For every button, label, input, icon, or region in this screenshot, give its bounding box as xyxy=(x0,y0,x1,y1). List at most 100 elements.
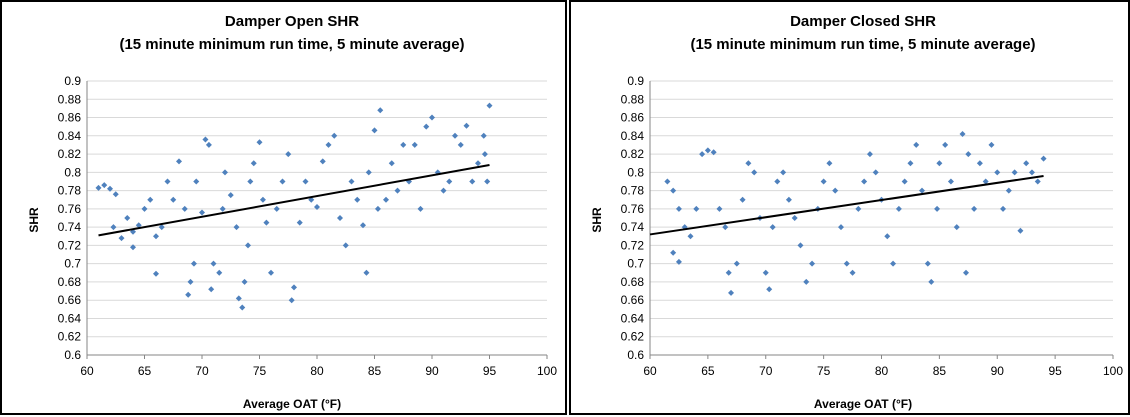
y-tick-label: 0.6 xyxy=(64,348,81,362)
data-point xyxy=(953,224,960,231)
chart-damper-open: Damper Open SHR (15 minute minimum run t… xyxy=(27,13,557,411)
data-point xyxy=(365,169,372,176)
x-tick-label: 85 xyxy=(368,364,382,378)
data-point xyxy=(233,224,240,231)
data-point xyxy=(670,187,677,194)
y-tick-label: 0.62 xyxy=(58,330,82,344)
data-point xyxy=(463,122,470,129)
y-axis-label: SHR xyxy=(27,207,41,233)
x-tick-label: 70 xyxy=(195,364,209,378)
data-point xyxy=(193,178,200,185)
y-tick-label: 0.66 xyxy=(621,293,645,307)
data-point xyxy=(331,132,338,139)
data-point xyxy=(907,160,914,167)
y-tick-label: 0.82 xyxy=(58,147,82,161)
data-point xyxy=(766,286,773,293)
data-point xyxy=(675,205,682,212)
data-point xyxy=(959,130,966,137)
data-point xyxy=(411,141,418,148)
data-point xyxy=(219,205,226,212)
data-point xyxy=(153,270,159,277)
data-point xyxy=(728,289,735,296)
y-tick-label: 0.76 xyxy=(58,202,82,216)
y-tick-label: 0.74 xyxy=(58,220,82,234)
data-point xyxy=(417,205,424,212)
data-point xyxy=(934,205,941,212)
data-point xyxy=(199,209,205,216)
data-point xyxy=(374,205,381,212)
data-point xyxy=(302,178,309,185)
data-point xyxy=(913,141,920,148)
trendline xyxy=(98,164,490,237)
data-point xyxy=(210,260,217,267)
y-tick-label: 0.76 xyxy=(621,202,645,216)
y-tick-label: 0.72 xyxy=(58,238,82,252)
x-tick-label: 60 xyxy=(80,364,94,378)
y-tick-label: 0.84 xyxy=(58,129,82,143)
chart-title-line2: (15 minute minimum run time, 5 minute av… xyxy=(690,36,1035,53)
data-point xyxy=(147,196,154,203)
data-point xyxy=(457,141,464,148)
data-point xyxy=(832,187,839,194)
data-point xyxy=(1011,169,1018,176)
data-point xyxy=(837,224,844,231)
data-point xyxy=(1028,169,1035,176)
data-point xyxy=(866,151,873,158)
y-tick-label: 0.62 xyxy=(621,330,645,344)
data-point xyxy=(158,224,165,231)
y-tick-label: 0.74 xyxy=(621,220,645,234)
data-point xyxy=(250,160,257,167)
data-point xyxy=(670,249,677,256)
y-tick-label: 0.78 xyxy=(58,184,82,198)
data-point xyxy=(446,178,453,185)
data-point xyxy=(884,233,891,240)
data-point xyxy=(273,205,280,212)
y-tick-label: 0.64 xyxy=(621,311,645,325)
y-tick-label: 0.86 xyxy=(58,111,82,125)
data-point xyxy=(475,160,481,167)
y-tick-label: 0.82 xyxy=(621,147,645,161)
data-point xyxy=(739,196,746,203)
y-tick-label: 0.8 xyxy=(627,165,644,179)
data-point xyxy=(693,205,700,212)
plot-area: 0.6 0.62 0.64 0.66 0.68 0.7 0.72 0.74 0.76 0.78 0.… xyxy=(621,74,1124,378)
data-point xyxy=(1040,155,1047,162)
data-point xyxy=(337,215,343,221)
data-point xyxy=(268,269,274,276)
data-point xyxy=(919,187,926,194)
data-point xyxy=(942,141,949,148)
data-point xyxy=(994,169,1001,176)
y-tick-label: 0.78 xyxy=(621,184,645,198)
data-point xyxy=(780,169,787,176)
data-point xyxy=(245,242,251,249)
data-point xyxy=(101,182,108,189)
x-tick-label: 95 xyxy=(483,364,497,378)
data-point xyxy=(263,219,270,226)
data-point xyxy=(216,269,223,276)
y-tick-label: 0.88 xyxy=(621,92,645,106)
data-point xyxy=(176,158,182,165)
x-tick-label: 65 xyxy=(701,364,715,378)
data-point xyxy=(484,178,491,185)
data-point xyxy=(469,178,476,185)
data-point xyxy=(962,269,969,276)
y-tick-label: 0.7 xyxy=(64,257,81,271)
x-tick-label: 90 xyxy=(991,364,1005,378)
data-point xyxy=(774,178,781,185)
data-point xyxy=(480,132,487,139)
data-point xyxy=(227,192,234,199)
data-point xyxy=(118,235,125,242)
data-point xyxy=(1017,227,1024,234)
data-point xyxy=(988,141,995,148)
y-tick-label: 0.68 xyxy=(621,275,645,289)
x-tick-label: 85 xyxy=(933,364,947,378)
y-tick-label: 0.68 xyxy=(58,275,82,289)
data-point xyxy=(716,205,723,212)
data-point xyxy=(895,205,902,212)
data-point xyxy=(976,160,983,167)
chart-title-line1: Damper Open SHR xyxy=(225,13,359,30)
data-point xyxy=(751,169,758,176)
data-point xyxy=(371,127,378,134)
data-point xyxy=(872,169,879,176)
data-point xyxy=(239,304,246,311)
